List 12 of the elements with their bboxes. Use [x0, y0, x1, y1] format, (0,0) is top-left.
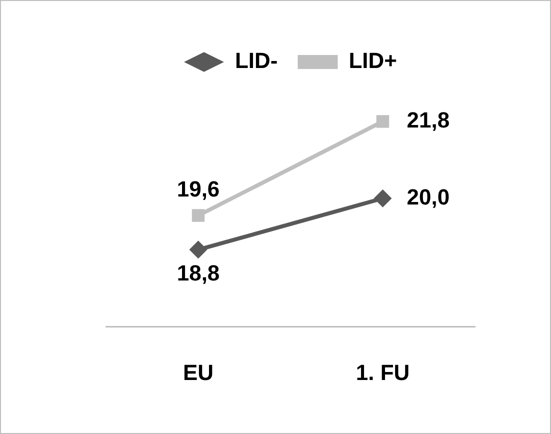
point — [376, 115, 390, 128]
point — [189, 240, 208, 259]
legend-label: LID+ — [348, 48, 398, 74]
data-label: 19,6 — [176, 176, 220, 202]
data-label: 18,8 — [176, 260, 220, 286]
data-label: 20,0 — [406, 184, 450, 210]
x-tick-label: EU — [182, 360, 214, 385]
legend-label: LID- — [234, 48, 278, 74]
data-label: 21,8 — [406, 108, 450, 133]
x-tick-label: 1. FU — [356, 360, 410, 385]
point — [374, 189, 392, 208]
point — [192, 209, 205, 222]
